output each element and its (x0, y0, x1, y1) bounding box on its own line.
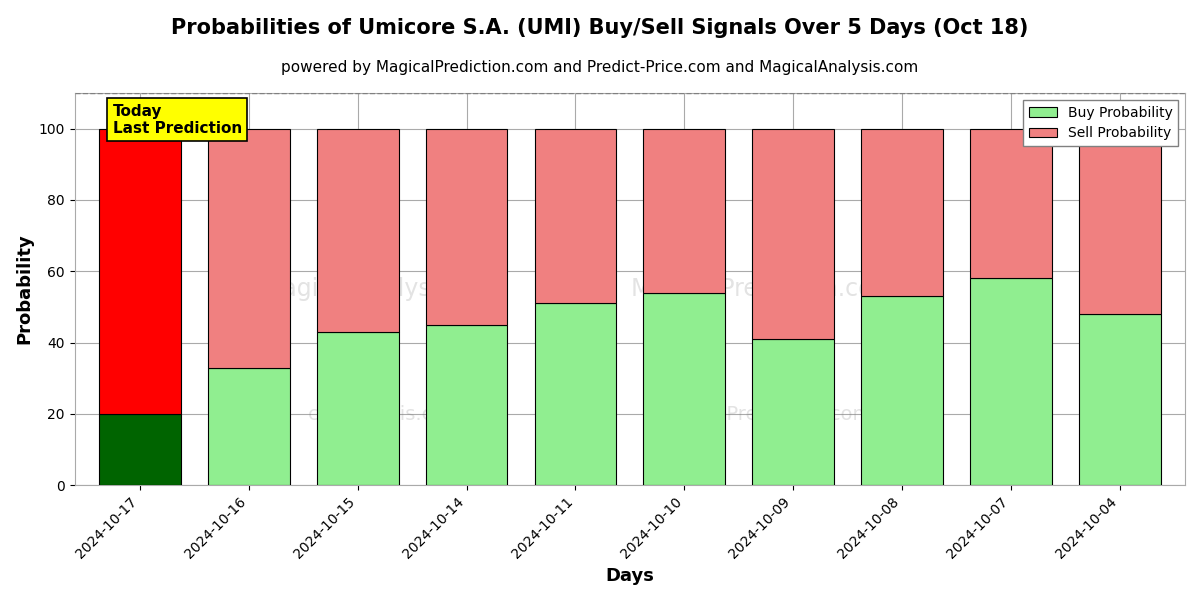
Text: lPrediction.com: lPrediction.com (721, 405, 871, 424)
Bar (426, 128, 508, 325)
Y-axis label: Probability: Probability (16, 234, 34, 344)
Bar (752, 339, 834, 485)
Text: Today
Last Prediction: Today Last Prediction (113, 104, 242, 136)
Bar (862, 296, 943, 485)
Bar (970, 128, 1051, 278)
Bar (317, 332, 398, 485)
Text: MagicalPrediction.com: MagicalPrediction.com (630, 277, 896, 301)
Bar (534, 304, 617, 485)
Bar (643, 293, 725, 485)
Bar (208, 368, 289, 485)
X-axis label: Days: Days (605, 567, 654, 585)
Bar (208, 128, 289, 368)
Bar (643, 128, 725, 293)
Bar (970, 278, 1051, 485)
Text: powered by MagicalPrediction.com and Predict-Price.com and MagicalAnalysis.com: powered by MagicalPrediction.com and Pre… (281, 60, 919, 75)
Text: Probabilities of Umicore S.A. (UMI) Buy/Sell Signals Over 5 Days (Oct 18): Probabilities of Umicore S.A. (UMI) Buy/… (172, 18, 1028, 38)
Legend: Buy Probability, Sell Probability: Buy Probability, Sell Probability (1024, 100, 1178, 146)
Bar (100, 414, 181, 485)
Bar (862, 128, 943, 296)
Bar (1079, 314, 1160, 485)
Text: MagicalAnalysis.com: MagicalAnalysis.com (263, 277, 509, 301)
Bar (317, 128, 398, 332)
Bar (752, 128, 834, 339)
Bar (534, 128, 617, 304)
Bar (100, 128, 181, 414)
Bar (1079, 128, 1160, 314)
Text: calAnalysis.com: calAnalysis.com (307, 405, 463, 424)
Bar (426, 325, 508, 485)
